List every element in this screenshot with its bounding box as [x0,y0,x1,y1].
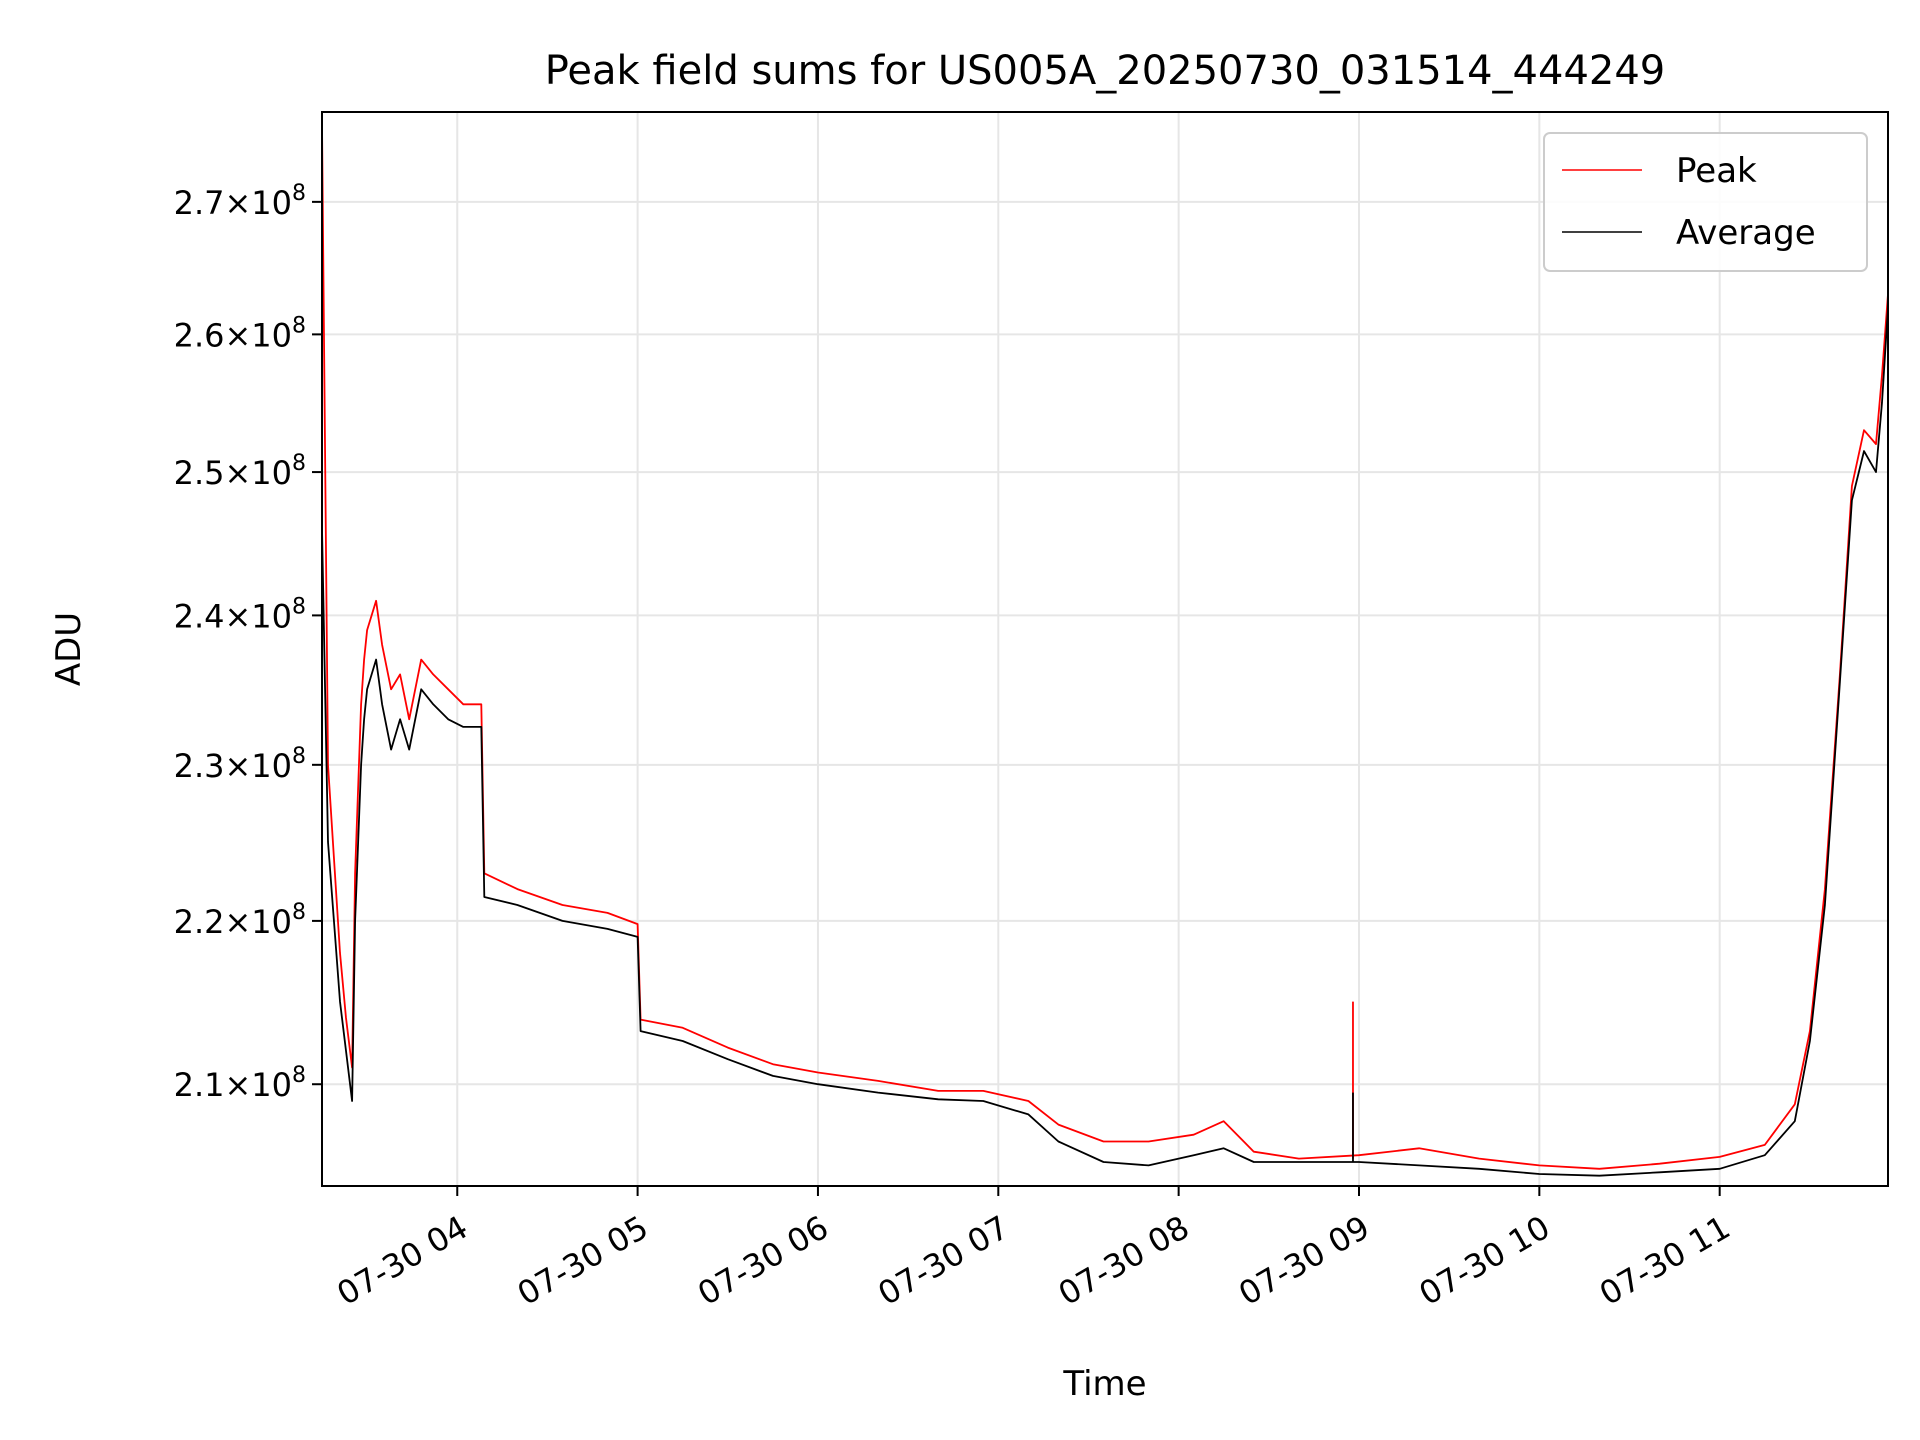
x-tick-label: 07-30 11 [1593,1208,1737,1313]
x-tick-label: 07-30 04 [331,1208,475,1313]
x-tick-label: 07-30 10 [1413,1208,1557,1313]
legend-label-peak: Peak [1676,151,1757,191]
y-tick-label: 2.2×108 [174,900,306,941]
y-tick-label: 2.1×108 [174,1063,306,1104]
chart-title: Peak field sums for US005A_20250730_0315… [545,48,1666,94]
y-tick-label: 2.3×108 [174,744,306,785]
y-axis: 2.1×108 2.2×108 2.3×108 2.4×108 2.5×108 2.6×1… [174,181,322,1104]
legend: Peak Average [1543,132,1868,272]
x-tick-label: 07-30 06 [691,1208,835,1313]
y-axis-label: ADU [49,612,89,686]
legend-box [1543,132,1868,272]
series-line-peak [321,124,1889,1170]
x-axis-label: Time [1062,1364,1146,1404]
x-tick-label: 07-30 07 [872,1208,1016,1313]
y-tick-label: 2.6×108 [174,313,306,354]
grid [322,112,1888,1186]
x-tick-label: 07-30 05 [511,1208,655,1313]
legend-label-average: Average [1676,213,1816,253]
y-tick-label: 2.7×108 [174,181,306,222]
axes-frame [321,111,1889,1187]
series-line-average [321,307,1889,1177]
series-layer [321,124,1889,1177]
x-tick-label: 07-30 09 [1232,1208,1376,1313]
x-axis: 07-30 04 07-30 05 07-30 06 07-30 07 07-30 08… [331,1186,1737,1313]
x-tick-label: 07-30 08 [1052,1208,1196,1313]
y-tick-label: 2.4×108 [174,594,306,635]
y-tick-label: 2.5×108 [174,451,306,492]
